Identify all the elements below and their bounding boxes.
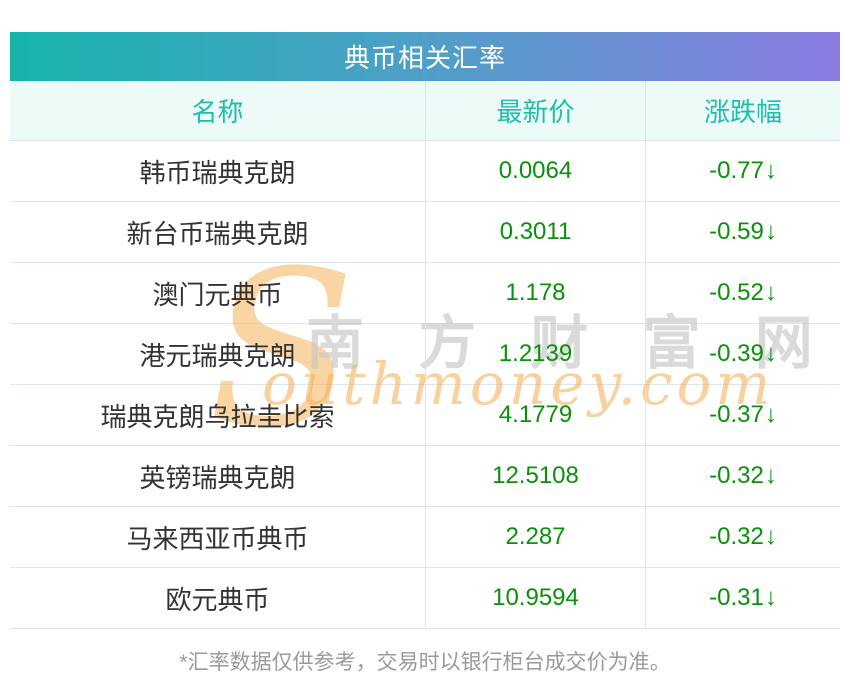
pair-name: 港元瑞典克朗 xyxy=(139,340,296,371)
change-cell: -0.37 ↓ xyxy=(645,385,840,445)
column-header-change: 涨跌幅 xyxy=(645,81,840,140)
down-arrow-icon: ↓ xyxy=(764,523,777,550)
table-title-bar: 典币相关汇率 xyxy=(10,32,840,81)
pair-name: 马来西亚币典币 xyxy=(126,523,309,554)
latest-price: 10.9594 xyxy=(425,568,645,628)
latest-price: 12.5108 xyxy=(425,446,645,506)
pair-name: 欧元典币 xyxy=(165,584,270,615)
change-cell: -0.59 ↓ xyxy=(645,202,840,262)
change-cell: -0.31 ↓ xyxy=(645,568,840,628)
table-row: 港元瑞典克朗 1.2139 -0.39 ↓ xyxy=(10,324,840,385)
down-arrow-icon: ↓ xyxy=(764,462,777,489)
latest-price: 0.0064 xyxy=(425,141,645,201)
table-row: 瑞典克朗乌拉圭比索 4.1779 -0.37 ↓ xyxy=(10,385,840,446)
table-row: 澳门元典币 1.178 -0.52 ↓ xyxy=(10,263,840,324)
change-value: -0.32 xyxy=(709,462,764,489)
change-value: -0.52 xyxy=(709,279,764,306)
latest-price: 1.178 xyxy=(425,263,645,323)
pair-name: 新台币瑞典克朗 xyxy=(126,218,309,249)
pair-name: 英镑瑞典克朗 xyxy=(139,462,296,493)
table-header-row: 名称 最新价 涨跌幅 xyxy=(10,81,840,141)
change-value: -0.31 xyxy=(709,584,764,611)
change-value: -0.32 xyxy=(709,523,764,550)
pair-name: 瑞典克朗乌拉圭比索 xyxy=(100,401,335,432)
latest-price: 4.1779 xyxy=(425,385,645,445)
change-cell: -0.32 ↓ xyxy=(645,507,840,567)
table-row: 欧元典币 10.9594 -0.31 ↓ xyxy=(10,568,840,629)
change-value: -0.59 xyxy=(709,218,764,245)
change-cell: -0.52 ↓ xyxy=(645,263,840,323)
down-arrow-icon: ↓ xyxy=(764,279,777,306)
change-cell: -0.39 ↓ xyxy=(645,324,840,384)
down-arrow-icon: ↓ xyxy=(764,340,777,367)
latest-price: 0.3011 xyxy=(425,202,645,262)
latest-price: 1.2139 xyxy=(425,324,645,384)
column-header-name: 名称 xyxy=(191,97,244,127)
change-value: -0.77 xyxy=(709,157,764,184)
change-value: -0.37 xyxy=(709,401,764,428)
table-row: 韩币瑞典克朗 0.0064 -0.77 ↓ xyxy=(10,141,840,202)
down-arrow-icon: ↓ xyxy=(764,584,777,611)
disclaimer-note: *汇率数据仅供参考，交易时以银行柜台成交价为准。 xyxy=(179,651,671,674)
pair-name: 韩币瑞典克朗 xyxy=(139,157,296,188)
down-arrow-icon: ↓ xyxy=(764,157,777,184)
exchange-rate-table: 典币相关汇率 名称 最新价 涨跌幅 韩币瑞典克朗 0.0064 -0.77 ↓ … xyxy=(10,32,840,629)
down-arrow-icon: ↓ xyxy=(764,218,777,245)
pair-name: 澳门元典币 xyxy=(152,279,283,310)
table-row: 英镑瑞典克朗 12.5108 -0.32 ↓ xyxy=(10,446,840,507)
down-arrow-icon: ↓ xyxy=(764,401,777,428)
table-row: 马来西亚币典币 2.287 -0.32 ↓ xyxy=(10,507,840,568)
change-value: -0.39 xyxy=(709,340,764,367)
change-cell: -0.77 ↓ xyxy=(645,141,840,201)
latest-price: 2.287 xyxy=(425,507,645,567)
table-row: 新台币瑞典克朗 0.3011 -0.59 ↓ xyxy=(10,202,840,263)
table-title: 典币相关汇率 xyxy=(343,43,506,73)
change-cell: -0.32 ↓ xyxy=(645,446,840,506)
column-header-price: 最新价 xyxy=(425,81,645,140)
